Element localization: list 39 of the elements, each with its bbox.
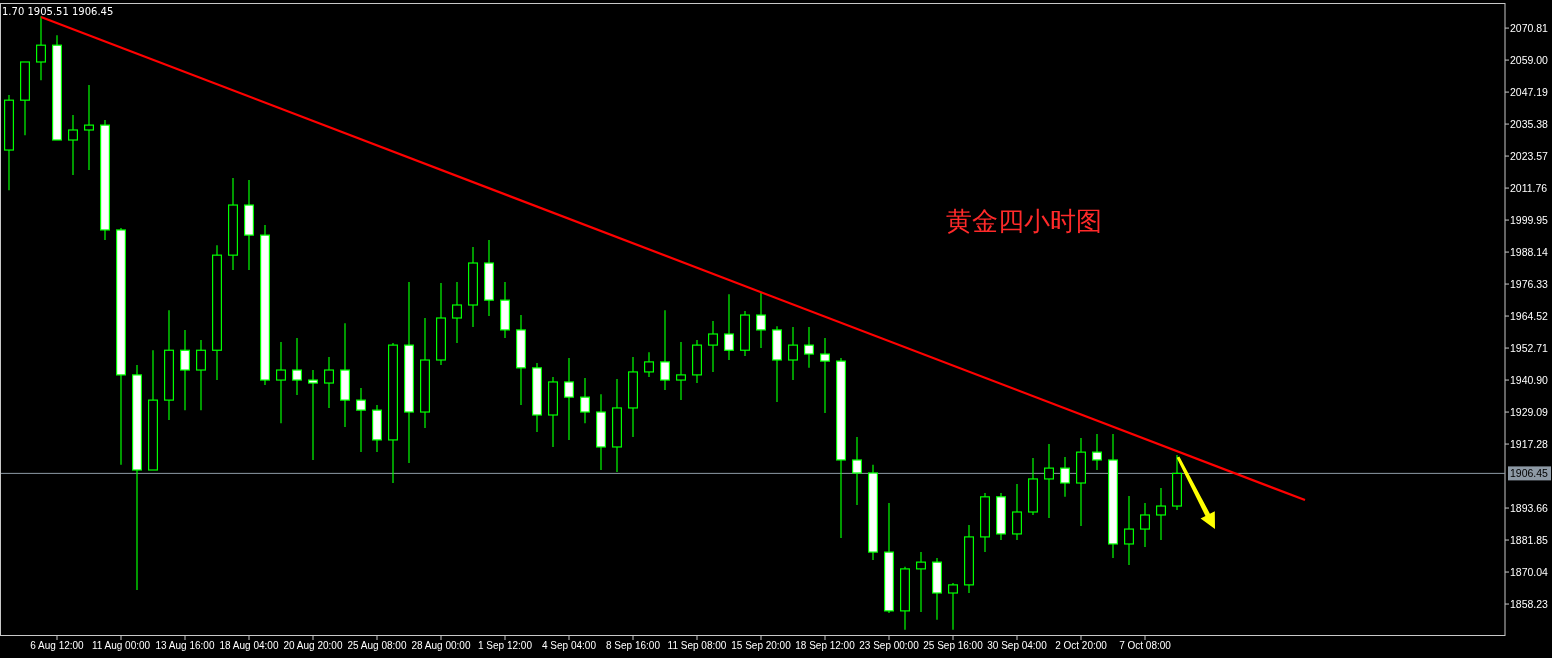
y-tick-label: 2035.38 bbox=[1510, 118, 1549, 131]
ref-line-label: 1906.45 bbox=[1510, 467, 1549, 480]
y-tick-label: 1964.52 bbox=[1510, 310, 1549, 323]
x-tick-label: 1 Sep 12:00 bbox=[478, 640, 533, 651]
y-tick-label: 2023.57 bbox=[1510, 150, 1549, 163]
y-tick-label: 1976.33 bbox=[1510, 278, 1549, 291]
y-tick-label: 2059.00 bbox=[1510, 54, 1549, 67]
x-tick-label: 6 Aug 12:00 bbox=[30, 640, 85, 651]
x-tick-label: 18 Aug 04:00 bbox=[219, 640, 279, 651]
y-tick-label: 1870.04 bbox=[1510, 566, 1549, 579]
y-tick-label: 2047.19 bbox=[1510, 86, 1549, 99]
y-tick-label: 1929.09 bbox=[1510, 406, 1549, 419]
x-tick-label: 15 Sep 20:00 bbox=[731, 640, 792, 651]
x-tick-label: 11 Sep 08:00 bbox=[667, 640, 727, 651]
y-tick-label: 1988.14 bbox=[1510, 246, 1549, 259]
y-tick-label: 1917.28 bbox=[1510, 438, 1549, 451]
x-tick-label: 2 Oct 20:00 bbox=[1055, 640, 1108, 651]
annotation: 1.70 1905.51 1906.45 bbox=[2, 6, 114, 17]
x-tick-label: 23 Sep 00:00 bbox=[859, 640, 920, 651]
x-tick-label: 4 Sep 04:00 bbox=[542, 640, 597, 651]
y-tick-label: 1940.90 bbox=[1510, 374, 1549, 387]
x-tick-label: 28 Aug 00:00 bbox=[411, 640, 471, 651]
x-tick-label: 25 Aug 08:00 bbox=[347, 640, 407, 651]
x-tick-label: 13 Aug 16:00 bbox=[155, 640, 215, 651]
x-tick-label: 20 Aug 20:00 bbox=[283, 640, 343, 651]
x-tick-label: 7 Oct 08:00 bbox=[1119, 640, 1172, 651]
y-tick-label: 2011.76 bbox=[1510, 182, 1548, 195]
y-tick-label: 2070.81 bbox=[1510, 22, 1549, 35]
x-tick-label: 11 Aug 00:00 bbox=[91, 640, 151, 651]
y-tick-label: 1999.95 bbox=[1510, 214, 1549, 227]
y-tick-label: 1881.85 bbox=[1510, 534, 1549, 547]
title: 黄金四小时图 bbox=[945, 206, 1102, 236]
x-tick-label: 30 Sep 04:00 bbox=[987, 640, 1048, 651]
y-tick-label: 1893.66 bbox=[1510, 502, 1549, 515]
x-tick-label: 18 Sep 12:00 bbox=[795, 640, 856, 651]
y-tick-label: 1952.71 bbox=[1510, 342, 1549, 355]
x-tick-label: 25 Sep 16:00 bbox=[923, 640, 984, 651]
y-tick-label: 1858.23 bbox=[1510, 598, 1549, 611]
x-tick-label: 8 Sep 16:00 bbox=[606, 640, 661, 651]
